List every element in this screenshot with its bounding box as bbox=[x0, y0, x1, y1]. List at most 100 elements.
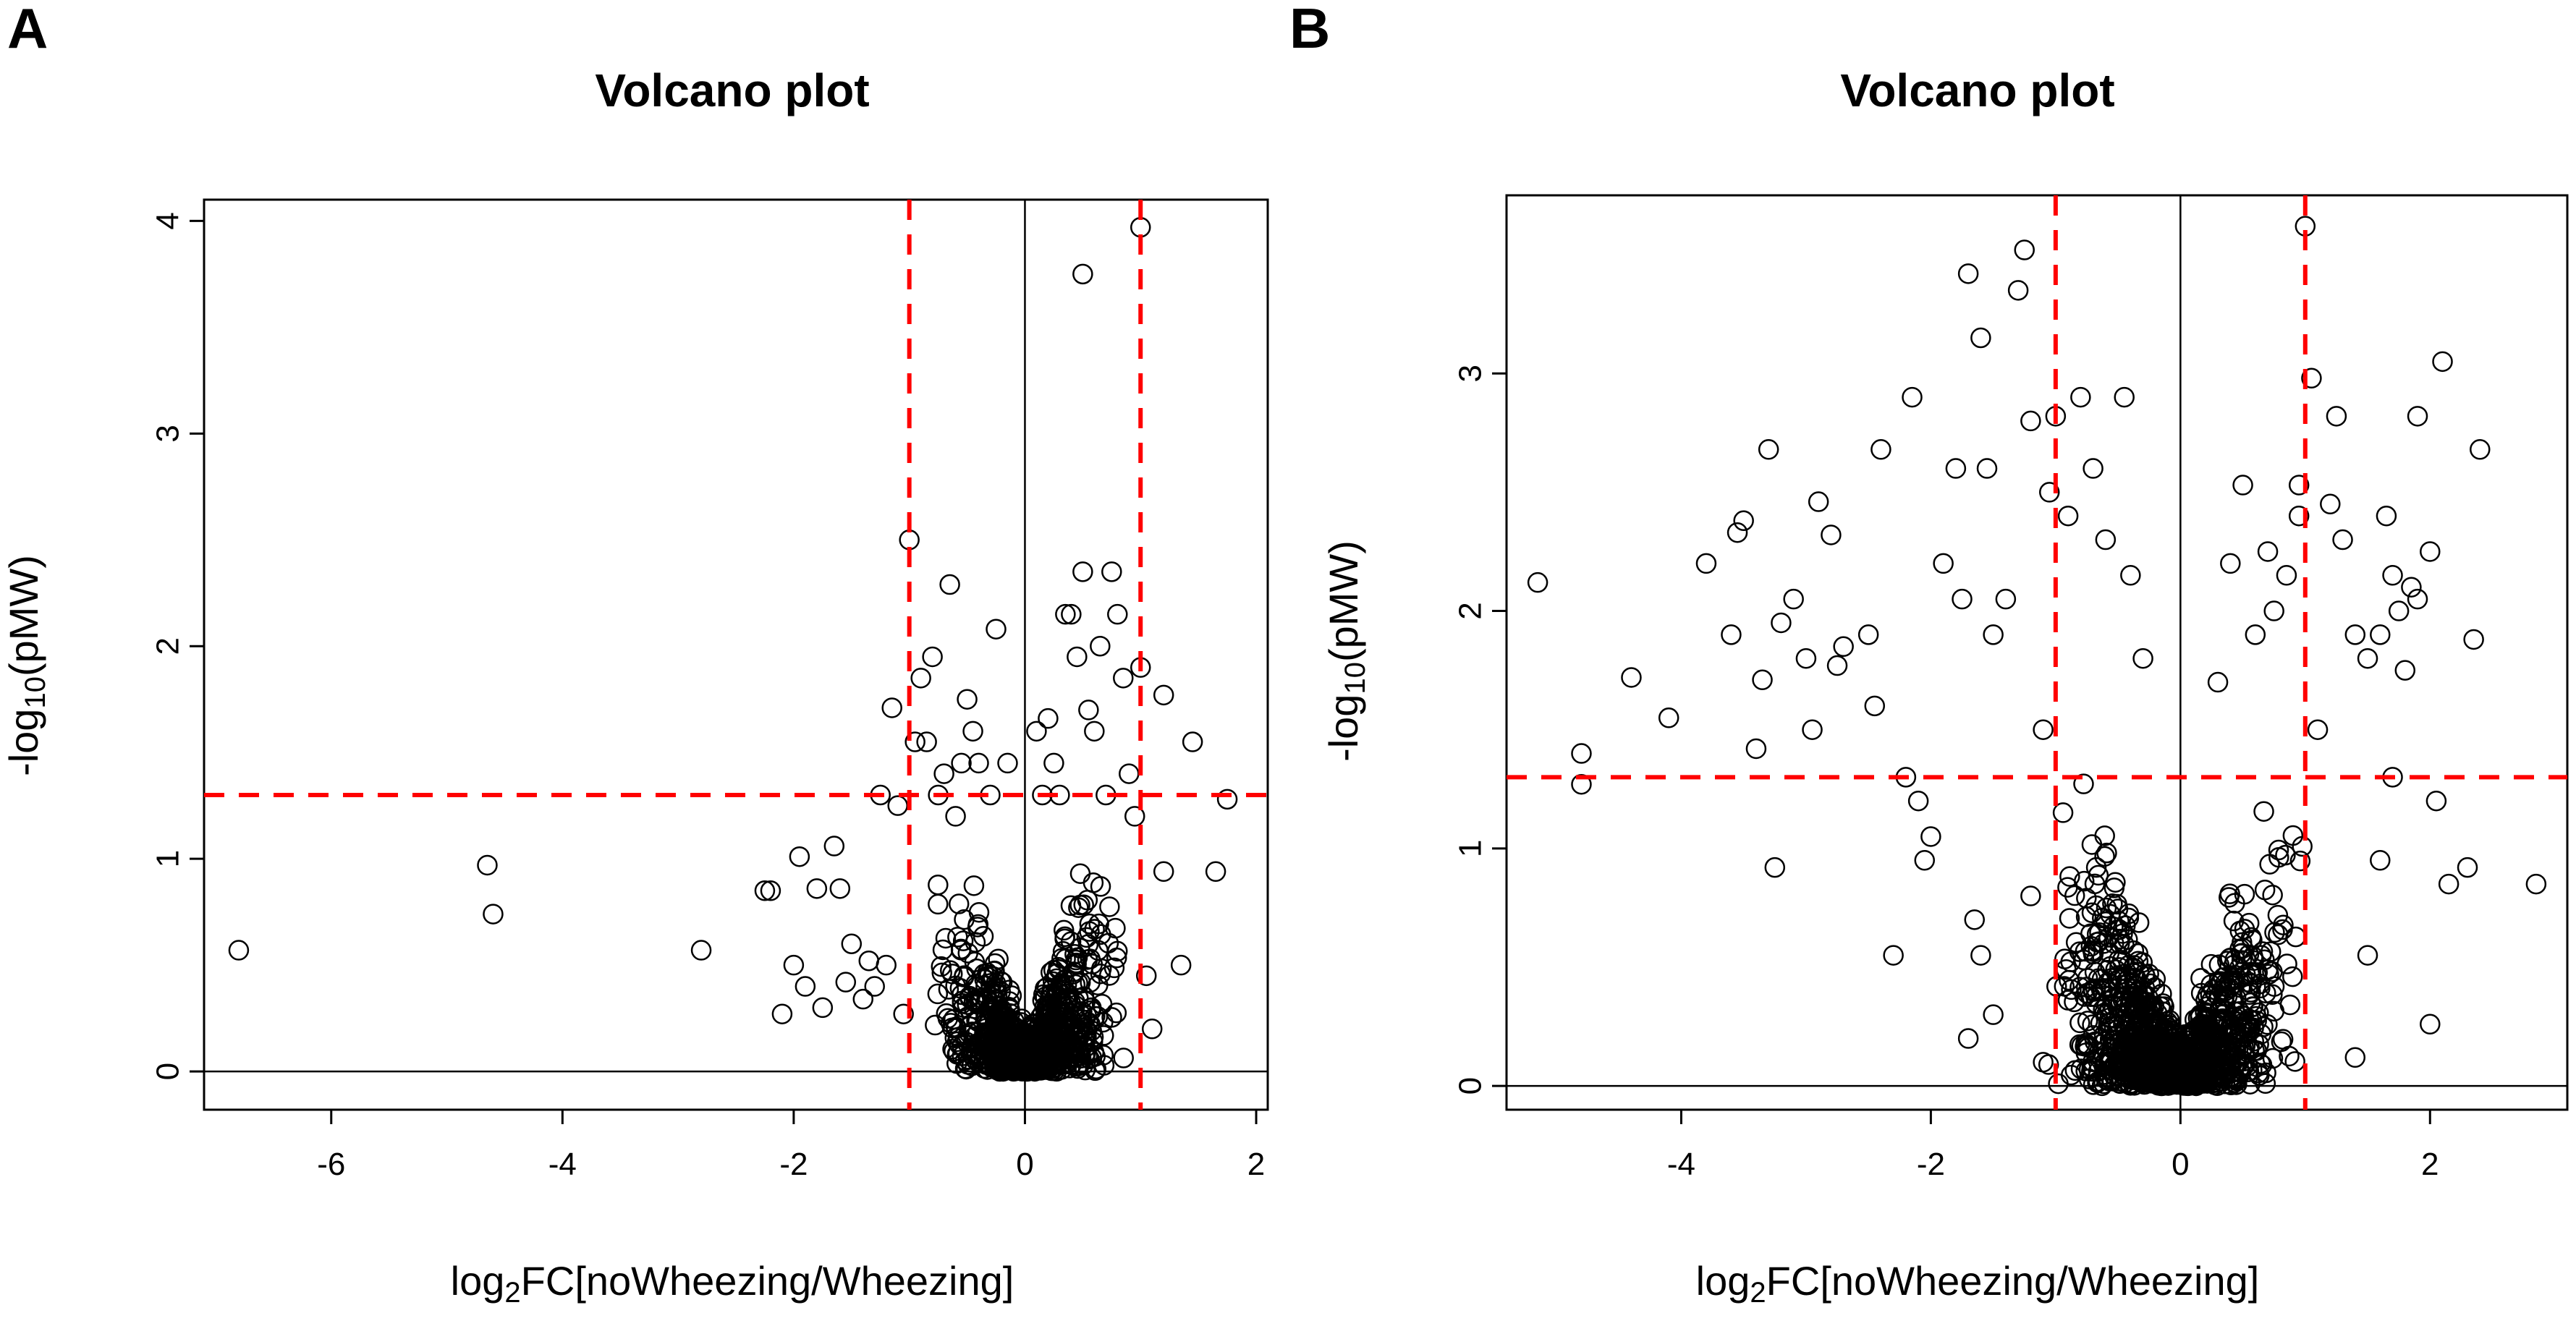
panel-a-xtick-label: 0 bbox=[1016, 1147, 1033, 1182]
panel-b-data-point bbox=[2326, 406, 2347, 427]
panel-b-data-point bbox=[2457, 857, 2478, 878]
panel-a-data-point bbox=[899, 530, 920, 551]
panel-b-data-point bbox=[1695, 553, 1717, 574]
panel-a-data-point bbox=[806, 878, 828, 899]
panel-b-cluster-point bbox=[2077, 1037, 2099, 1058]
panel-a-data-point bbox=[968, 752, 989, 774]
panel-b-cluster-point bbox=[2268, 924, 2289, 945]
panel-a-data-point bbox=[858, 951, 879, 972]
panel-b-cluster-point bbox=[2200, 953, 2222, 975]
panel-b-cluster-point bbox=[2085, 895, 2106, 917]
panel-b-data-point bbox=[2245, 624, 2266, 645]
panel-a-cluster-point bbox=[1051, 991, 1072, 1013]
panel-a-data-point bbox=[1090, 635, 1111, 657]
panel-b-cluster-point bbox=[2255, 982, 2276, 1004]
panel-b-data-point bbox=[1983, 624, 2004, 645]
panel-b-cluster-point bbox=[2080, 923, 2101, 945]
panel-b-data-point bbox=[1758, 439, 1779, 460]
panel-a-cluster-point bbox=[959, 985, 980, 1007]
panel-a-data-point bbox=[783, 954, 805, 976]
panel-b-xlabel-main: log bbox=[1695, 1258, 1750, 1304]
panel-b-data-point bbox=[2020, 885, 2041, 906]
panel-b-data-point bbox=[1745, 738, 1767, 760]
panel-a-data-point bbox=[1043, 752, 1064, 774]
panel-a-data-point bbox=[1072, 263, 1093, 285]
panel-a-cluster-point bbox=[1113, 1047, 1134, 1068]
panel-a-data-point bbox=[893, 1003, 914, 1024]
panel-a-cluster-point bbox=[1035, 986, 1056, 1008]
panel-a-cluster-point bbox=[988, 948, 1009, 969]
panel-a-data-point bbox=[1141, 1019, 1163, 1040]
panel-a-data-point bbox=[1078, 700, 1099, 721]
panel-b-data-point bbox=[2382, 565, 2403, 586]
panel-b-cluster-point bbox=[2229, 958, 2250, 979]
panel-b-data-point bbox=[1883, 945, 1904, 966]
panel-b-data-point bbox=[2033, 719, 2054, 740]
panel-b-data-point bbox=[2344, 1047, 2366, 1068]
panel-b-data-point bbox=[2120, 565, 2141, 586]
panel-b-data-point bbox=[1976, 458, 1998, 479]
panel-b-cluster-point bbox=[2102, 1030, 2123, 1051]
panel-b-data-point bbox=[2095, 529, 2117, 551]
panel-b-xlabel-sub: 2 bbox=[1750, 1277, 1766, 1309]
panel-b-data-point bbox=[1957, 1028, 1979, 1049]
panel-a-data-point bbox=[945, 806, 966, 827]
panel-a-cluster-point bbox=[948, 893, 970, 914]
panel-b-data-point bbox=[2370, 850, 2391, 871]
panel-b-data-point bbox=[2007, 280, 2029, 301]
panel-a-data-point bbox=[1055, 603, 1076, 625]
panel-a-data-point bbox=[1153, 861, 1174, 883]
panel-a-data-point bbox=[789, 846, 810, 867]
panel-a-cluster-point bbox=[1085, 1045, 1106, 1067]
panel-a-data-point bbox=[904, 731, 925, 752]
panel-b-data-point bbox=[2132, 647, 2153, 669]
panel-b-ytick-label: 3 bbox=[1453, 365, 1488, 382]
panel-b-xtick-label: 0 bbox=[2172, 1147, 2189, 1182]
panel-a-cluster-point bbox=[946, 1053, 967, 1074]
panel-a-cluster-point bbox=[1106, 947, 1127, 969]
panel-b-cluster-point bbox=[2223, 910, 2245, 932]
panel-b-cluster-point bbox=[2281, 966, 2303, 987]
panel-a-cluster-point bbox=[957, 943, 978, 964]
panel-b-data-point bbox=[1933, 553, 1954, 574]
panel-a-data-point bbox=[1182, 731, 1203, 752]
panel-b-cluster-point bbox=[2096, 897, 2117, 919]
panel-a-cluster-point bbox=[981, 1037, 1003, 1058]
panel-b-data-point bbox=[2288, 505, 2310, 527]
panel-a-xtick-label: -2 bbox=[779, 1147, 808, 1182]
panel-b-cluster-point bbox=[2054, 976, 2075, 997]
panel-b-data-point bbox=[2038, 482, 2060, 503]
panel-b-cluster-point bbox=[2103, 1055, 2125, 1076]
panel-b-cluster-point bbox=[2069, 1012, 2090, 1034]
panel-b-data-point bbox=[1821, 524, 1842, 545]
panel-b-cluster-point bbox=[2252, 941, 2274, 962]
panel-b-cluster-point bbox=[2230, 943, 2252, 964]
panel-a-data-point bbox=[1205, 861, 1226, 883]
panel-b-title: Volcano plot bbox=[1840, 64, 2115, 116]
panel-a-data-point bbox=[1119, 763, 1140, 784]
panel-b-cluster-point bbox=[2094, 846, 2115, 867]
panel-b-cluster-point bbox=[2213, 967, 2234, 988]
panel-a-cluster-point bbox=[1090, 924, 1111, 945]
panel-b-cluster-point bbox=[2108, 1065, 2129, 1087]
panel-b-cluster-point bbox=[2073, 870, 2095, 892]
panel-a-cluster-point bbox=[1069, 894, 1090, 916]
panel-b-data-point bbox=[1970, 327, 1991, 349]
panel-b-cluster-point bbox=[2262, 1047, 2284, 1069]
panel-b-data-point bbox=[1833, 636, 1854, 658]
panel-b-data-point bbox=[2370, 624, 2391, 645]
panel-b-cluster-point bbox=[2088, 864, 2109, 886]
panel-a-data-point bbox=[1101, 561, 1122, 582]
panel-a-dense-cluster bbox=[925, 863, 1134, 1082]
panel-b-data-point bbox=[1621, 667, 1642, 688]
panel-a-data-point bbox=[939, 574, 960, 595]
panel-a-data-point bbox=[1216, 789, 1238, 810]
panel-b-xtick-label: 2 bbox=[2421, 1147, 2439, 1182]
panel-a-cluster-point bbox=[1106, 1002, 1127, 1024]
panel-a-cluster-point bbox=[1105, 917, 1126, 939]
panel-b-cluster-point bbox=[2094, 825, 2115, 846]
panel-b-cluster-point bbox=[2106, 1019, 2127, 1041]
panel-b-cluster-point bbox=[2106, 893, 2127, 915]
panel-a-data-point bbox=[1026, 721, 1047, 742]
panel-b-cluster-point bbox=[2220, 1074, 2241, 1095]
